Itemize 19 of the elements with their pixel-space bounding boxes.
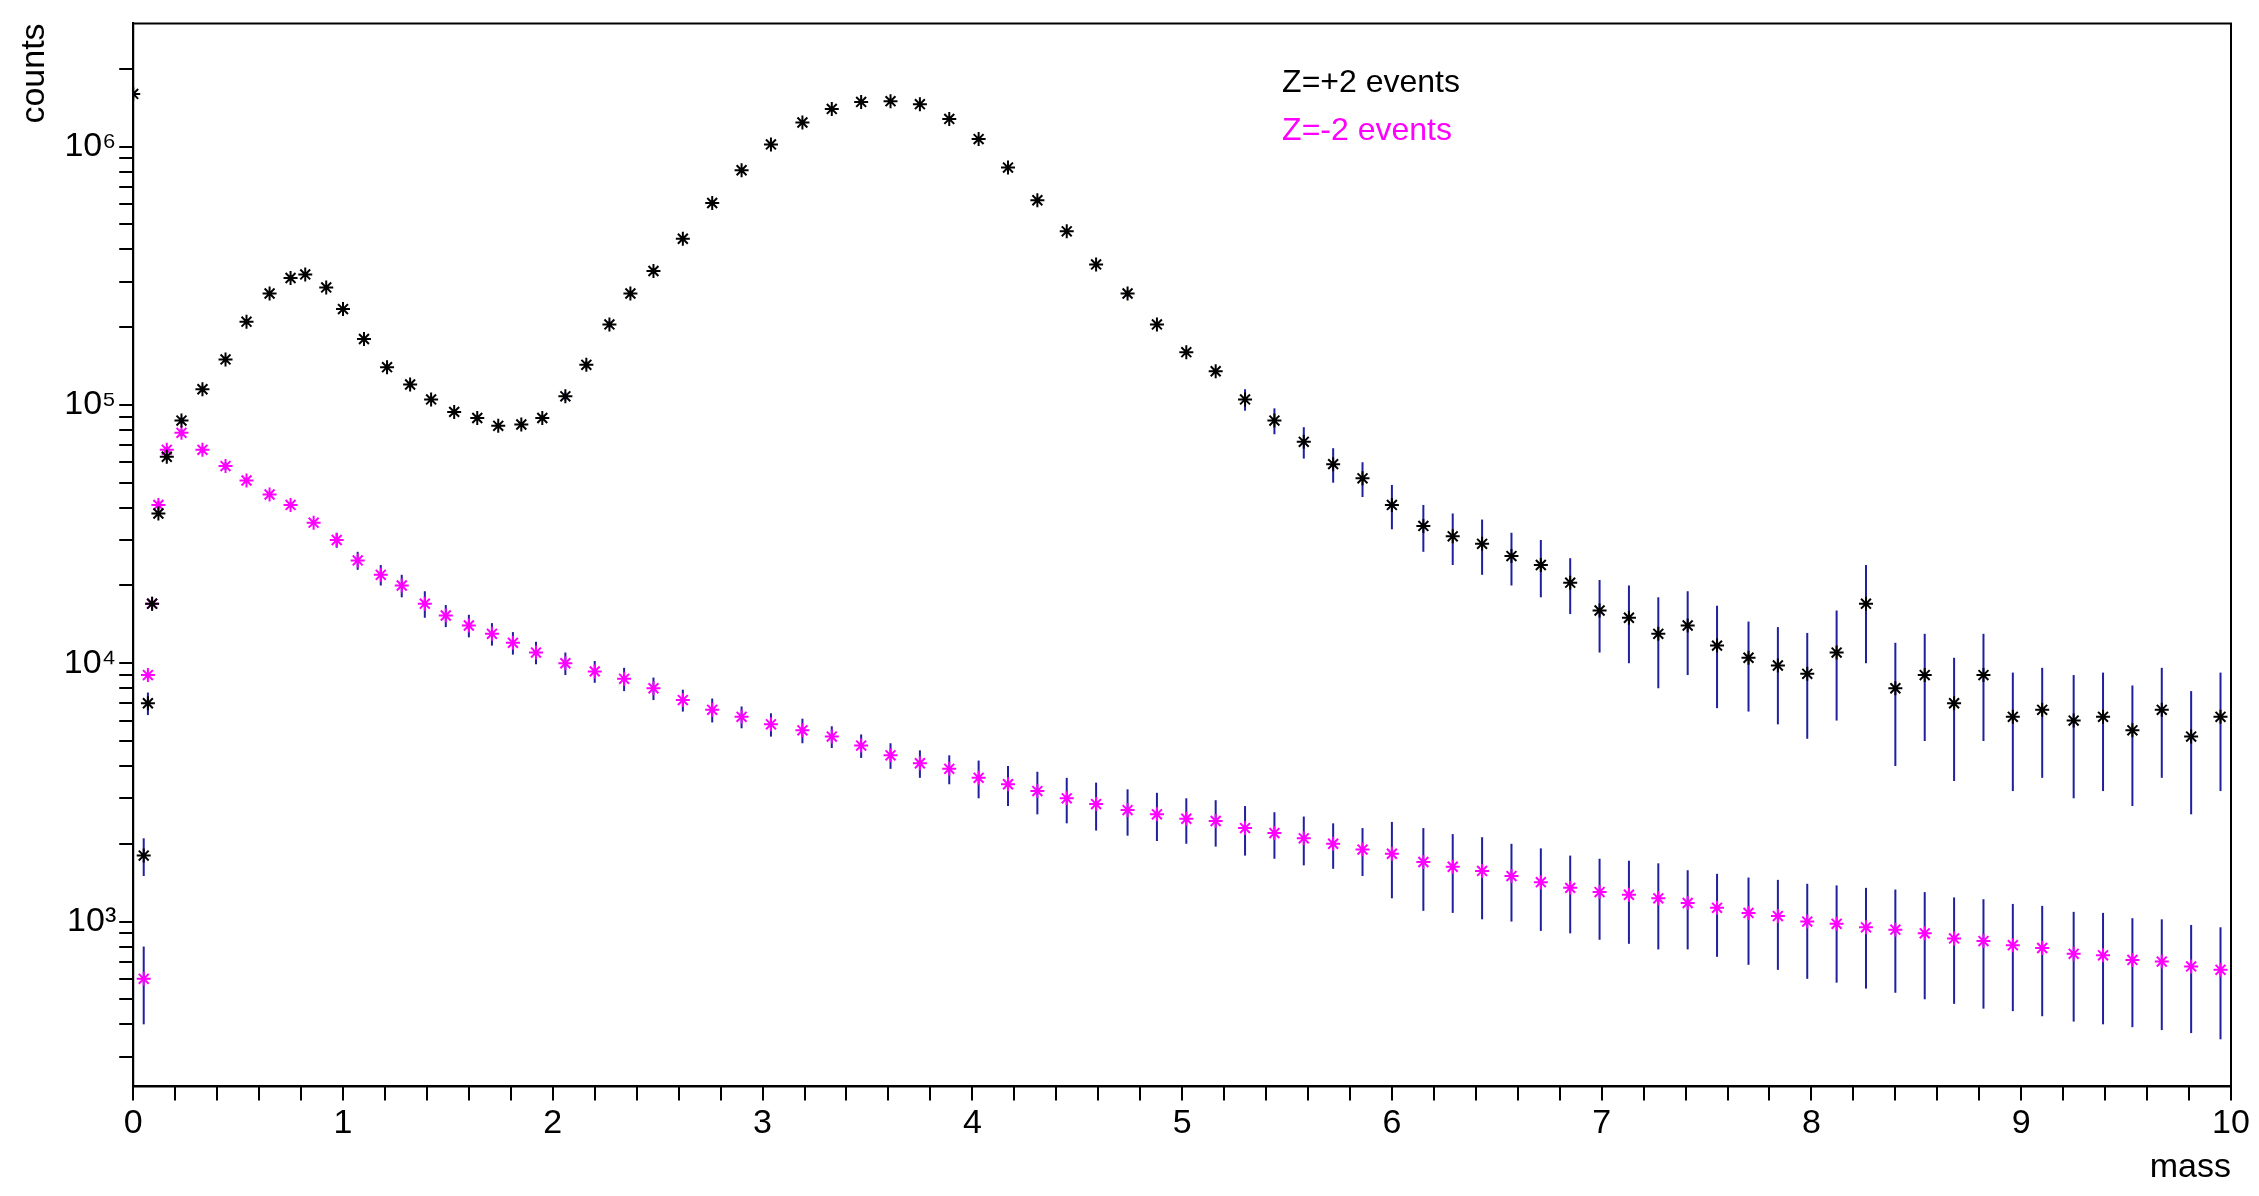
x-tick-label: 3 — [753, 1102, 773, 1141]
x-tick-label: 7 — [1592, 1102, 1612, 1141]
x-tick-label: 6 — [1382, 1102, 1402, 1141]
y-tick-label: 10³ — [67, 899, 117, 938]
x-tick-label: 8 — [1801, 1102, 1821, 1141]
x-axis-title: mass — [2149, 1145, 2231, 1184]
x-tick-label: 5 — [1172, 1102, 1192, 1141]
x-tick-label: 0 — [123, 1102, 143, 1141]
y-tick-label: 10⁶ — [64, 125, 117, 164]
y-tick-label: 10⁴ — [63, 641, 117, 680]
x-tick-label: 1 — [333, 1102, 353, 1141]
x-tick-label: 9 — [2011, 1102, 2031, 1141]
y-tick-label: 10⁵ — [64, 383, 117, 422]
text: Z=-2 events — [1282, 111, 1452, 148]
text: Z=+2 events — [1282, 63, 1460, 100]
x-tick-label: 4 — [962, 1102, 982, 1141]
y-axis-title: counts — [12, 23, 51, 124]
x-tick-label: 2 — [543, 1102, 563, 1141]
x-tick-label: 10 — [2212, 1102, 2250, 1141]
